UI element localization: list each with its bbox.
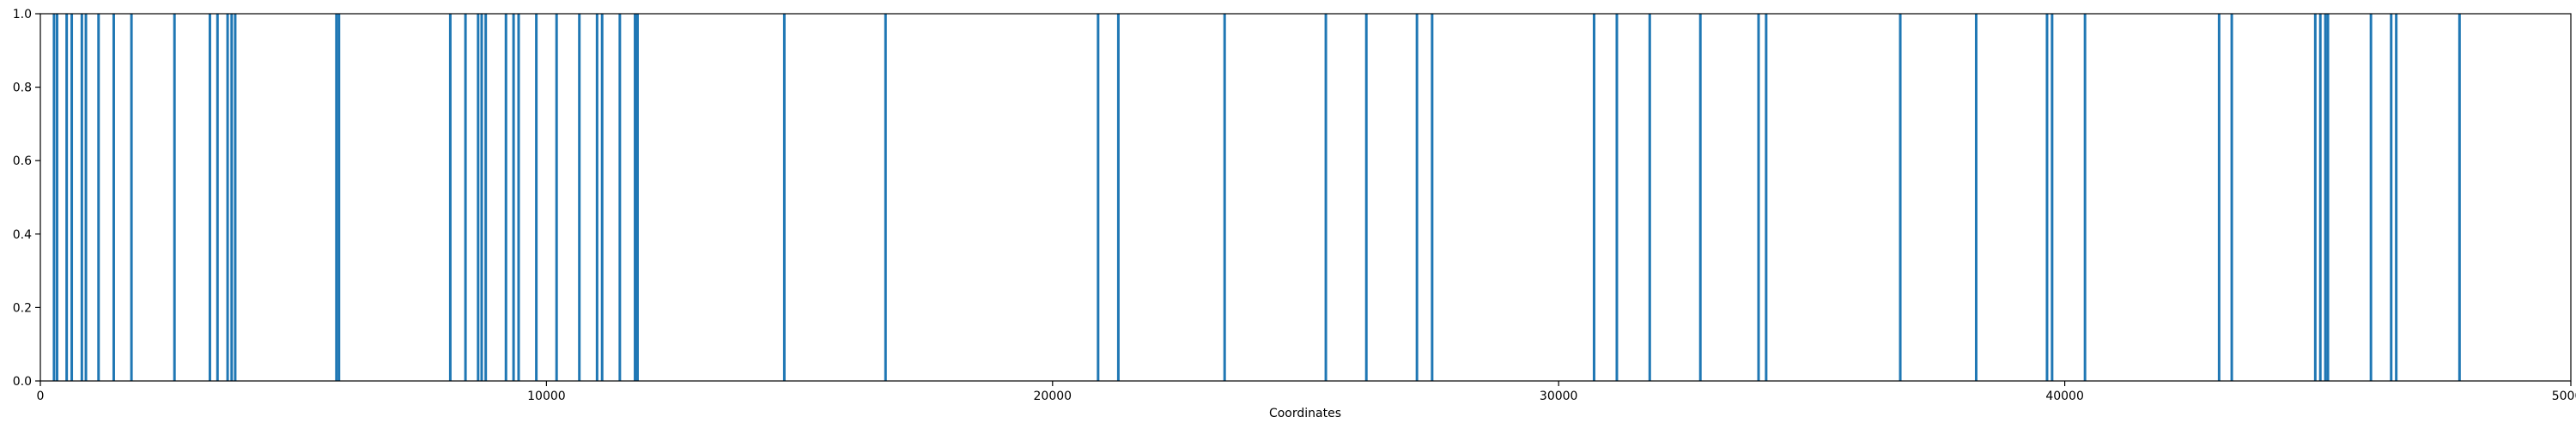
x-tick-label: 50000 [2552,390,2576,403]
plot-frame [39,13,2572,382]
x-tick-label: 10000 [527,390,566,403]
y-tick-label: 0.4 [13,228,32,242]
bars-layer [52,14,2461,381]
y-tick-label: 0.0 [13,375,32,389]
y-tick-label: 0.8 [13,82,32,95]
x-tick-label: 20000 [1034,390,1072,403]
y-tick-label: 0.2 [13,301,32,315]
y-axis-ticks: 0.0 0.2 0.4 0.6 0.8 1.0 [13,8,40,389]
y-tick-label: 0.6 [13,154,32,168]
x-axis-ticks: 0 10000 20000 30000 40000 50000 [37,381,2576,403]
x-axis-label: Coordinates [1269,407,1341,420]
y-tick-label: 1.0 [13,8,32,21]
x-tick-label: 0 [37,390,45,403]
x-tick-label: 40000 [2045,390,2084,403]
x-tick-label: 30000 [1540,390,1578,403]
